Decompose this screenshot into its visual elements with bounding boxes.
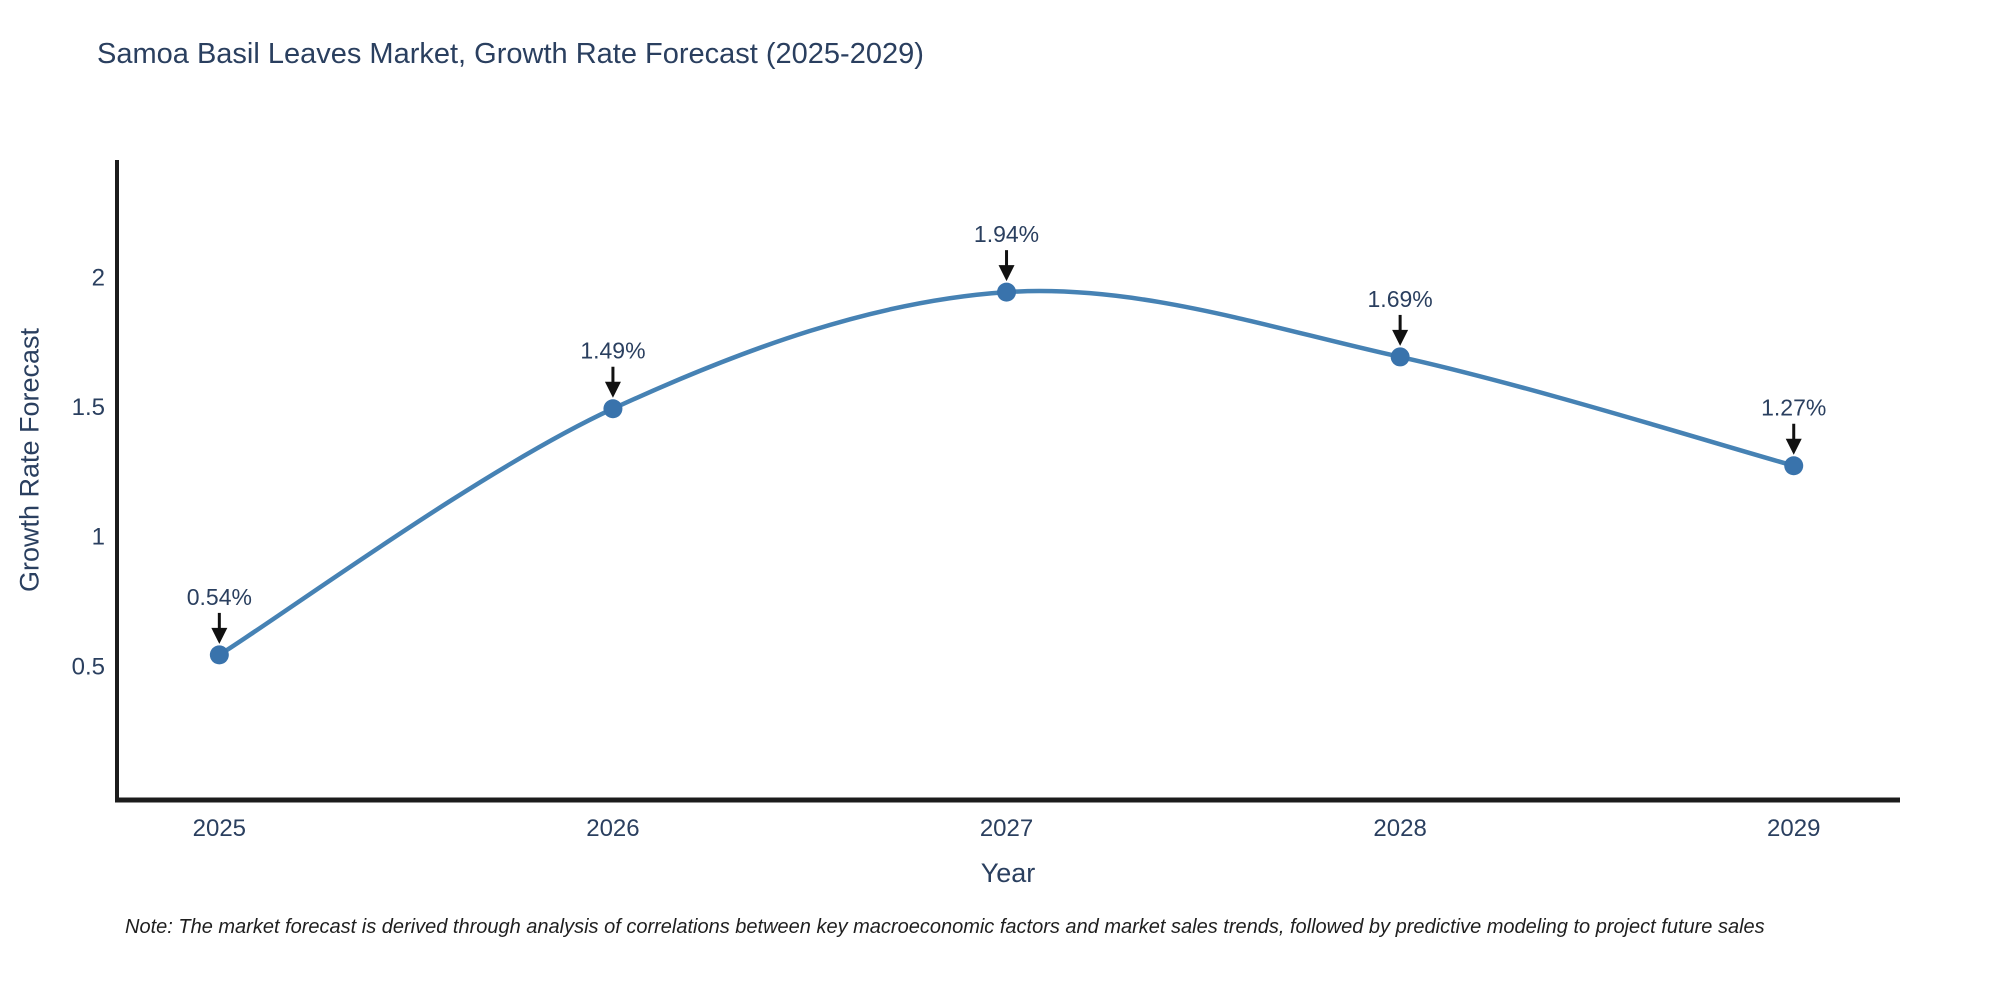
y-tick-label: 0.5 [72,653,105,680]
data-point-marker [997,282,1017,302]
data-point-marker [1784,456,1804,476]
x-tick-label: 2026 [586,815,639,842]
annotation-arrow-head [211,627,228,644]
data-point-marker [603,399,623,419]
y-tick-label: 1 [92,524,105,551]
footnote-text: Note: The market forecast is derived thr… [125,916,1765,938]
data-point-label: 1.49% [580,338,645,364]
y-axis-title: Growth Rate Forecast [14,327,45,593]
x-axis-title: Year [980,858,1036,888]
data-point-label: 1.69% [1368,286,1433,312]
y-tick-label: 2 [92,265,105,292]
y-tick-label: 1.5 [72,394,105,421]
chart-title: Samoa Basil Leaves Market, Growth Rate F… [97,38,924,70]
annotation-arrow-head [604,381,621,398]
data-point-marker [1390,347,1410,367]
forecast-line [217,288,1796,658]
x-tick-label: 2027 [980,815,1033,842]
data-point-label: 1.27% [1761,395,1826,421]
data-point-marker [209,645,229,665]
x-tick-label: 2025 [193,815,246,842]
annotation-arrow-head [1785,438,1802,455]
data-point-label: 1.94% [974,221,1039,247]
annotation-arrow-head [998,265,1015,282]
x-tick-label: 2029 [1767,815,1820,842]
annotation-arrow-head [1392,329,1409,346]
data-point-label: 0.54% [187,584,252,610]
x-tick-label: 2028 [1373,815,1426,842]
